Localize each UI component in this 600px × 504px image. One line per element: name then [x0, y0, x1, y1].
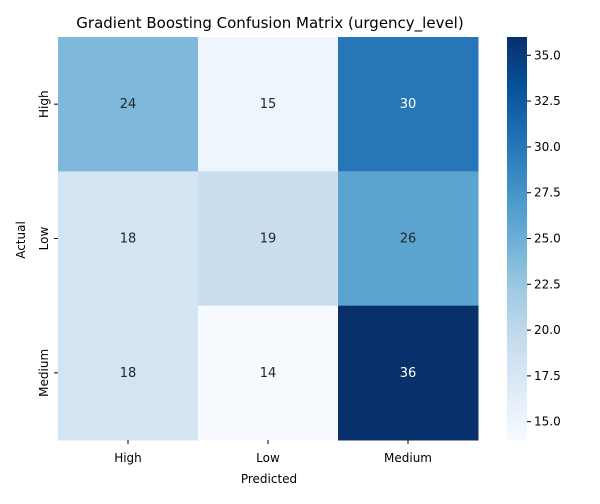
cell-value-label: 18	[120, 232, 137, 247]
colorbar-tick-label: 30.0	[534, 140, 561, 154]
y-tick-label: Medium	[37, 349, 51, 397]
x-tick-label: Medium	[384, 451, 432, 465]
colorbar-tick-label: 20.0	[534, 323, 561, 337]
colorbar-tick-label: 35.0	[534, 48, 561, 62]
heatmap-cells: 24 15 30 18 19 26 18 14 36	[58, 37, 479, 441]
heatmap-cell	[198, 171, 339, 307]
colorbar-tick-label: 17.5	[534, 369, 561, 383]
y-axis-ticks: High Low Medium	[37, 90, 58, 397]
x-axis-label: Predicted	[241, 472, 297, 486]
heatmap-cell	[338, 37, 479, 172]
cell-value-label: 30	[400, 97, 417, 112]
colorbar-ticks: 15.0 17.5 20.0 22.5 25.0 27.5 30.0 32.5 35.0	[527, 48, 561, 429]
cell-value-label: 14	[260, 366, 277, 381]
x-tick-label: Low	[256, 451, 280, 465]
heatmap-cell	[198, 37, 339, 172]
heatmap-cell	[198, 305, 339, 441]
y-tick-label: Low	[37, 227, 51, 251]
cell-value-label: 26	[400, 232, 417, 247]
y-tick-label: High	[37, 90, 51, 118]
colorbar	[507, 37, 527, 440]
cell-value-label: 18	[120, 366, 137, 381]
heatmap-cell	[58, 37, 199, 172]
cell-value-label: 19	[260, 232, 277, 247]
colorbar-tick-label: 25.0	[534, 232, 561, 246]
cell-value-label: 36	[400, 366, 417, 381]
heatmap-cell	[58, 171, 199, 307]
x-axis-ticks: High Low Medium	[114, 440, 432, 465]
heatmap-cell	[338, 171, 479, 307]
colorbar-tick-label: 15.0	[534, 415, 561, 429]
heatmap-cell	[338, 305, 479, 441]
colorbar-tick-label: 22.5	[534, 277, 561, 291]
chart-title: Gradient Boosting Confusion Matrix (urge…	[76, 14, 463, 33]
heatmap-cell	[58, 305, 199, 441]
y-axis-label: Actual	[14, 221, 28, 259]
cell-value-label: 15	[260, 97, 277, 112]
colorbar-tick-label: 27.5	[534, 186, 561, 200]
colorbar-tick-label: 32.5	[534, 94, 561, 108]
x-tick-label: High	[114, 451, 142, 465]
cell-value-label: 24	[120, 97, 137, 112]
